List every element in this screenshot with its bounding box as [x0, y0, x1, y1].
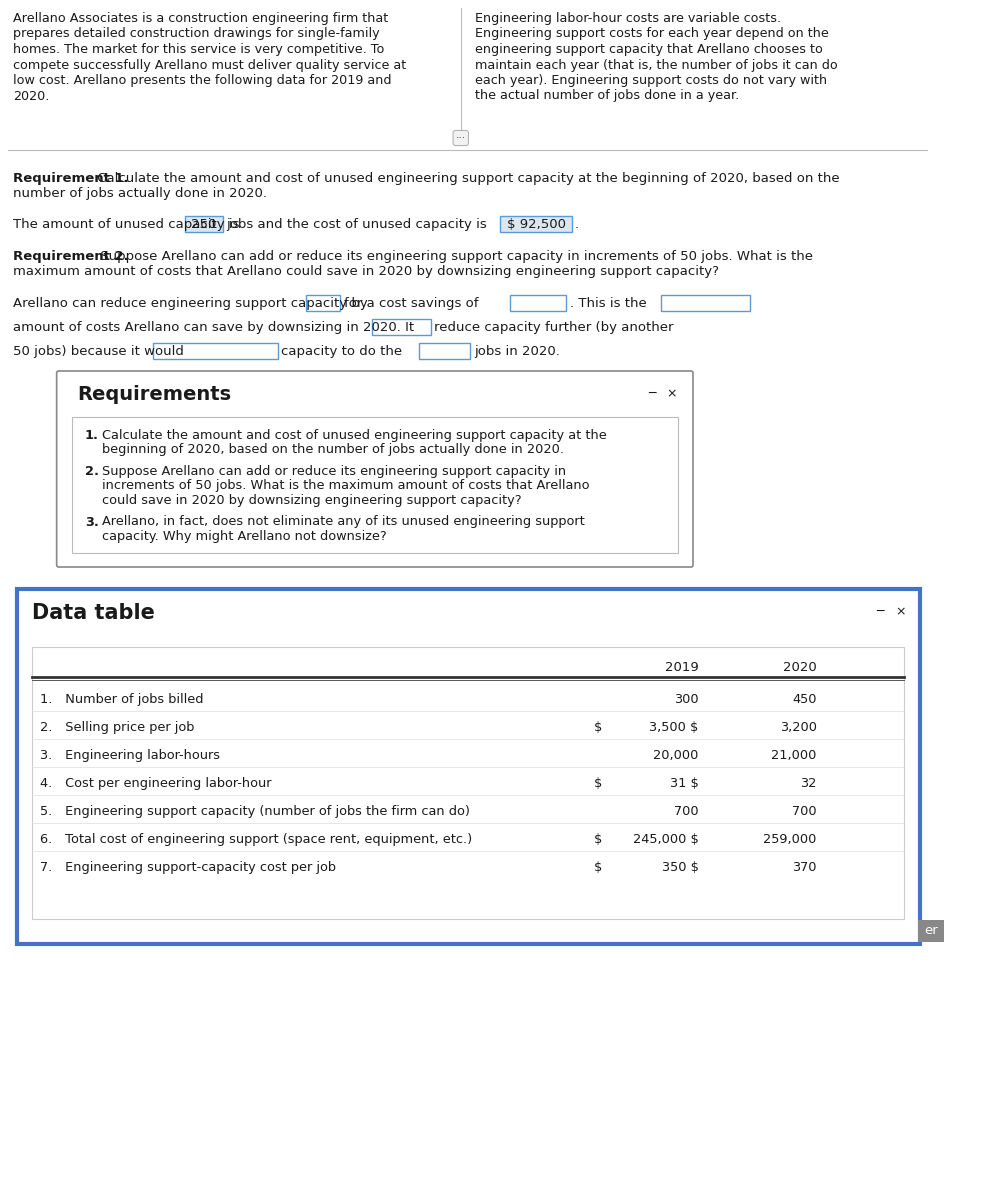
Text: 2020.: 2020.	[13, 90, 50, 102]
Text: Arellano Associates is a construction engineering firm that: Arellano Associates is a construction en…	[13, 12, 388, 25]
FancyBboxPatch shape	[71, 416, 678, 553]
Text: the actual number of jobs done in a year.: the actual number of jobs done in a year…	[475, 90, 740, 102]
Text: increments of 50 jobs. What is the maximum amount of costs that Arellano: increments of 50 jobs. What is the maxim…	[102, 480, 589, 492]
Text: 2.: 2.	[85, 464, 99, 478]
FancyBboxPatch shape	[152, 343, 277, 359]
Text: capacity. Why might Arellano not downsize?: capacity. Why might Arellano not downsiz…	[102, 530, 387, 542]
Text: 6. Total cost of engineering support (space rent, equipment, etc.): 6. Total cost of engineering support (sp…	[40, 833, 472, 846]
Text: 3,200: 3,200	[780, 721, 817, 734]
Text: Calculate the amount and cost of unused engineering support capacity at the begi: Calculate the amount and cost of unused …	[92, 172, 840, 185]
Text: 21,000: 21,000	[771, 749, 817, 762]
Text: 1. Number of jobs billed: 1. Number of jobs billed	[40, 692, 203, 706]
Text: prepares detailed construction drawings for single-family: prepares detailed construction drawings …	[13, 28, 380, 41]
Text: $: $	[594, 778, 602, 790]
Text: 4. Cost per engineering labor-hour: 4. Cost per engineering labor-hour	[40, 778, 271, 790]
Text: 700: 700	[792, 805, 817, 818]
FancyBboxPatch shape	[372, 319, 431, 335]
Text: The amount of unused capacity is: The amount of unused capacity is	[13, 218, 240, 230]
Text: maximum amount of costs that Arellano could save in 2020 by downsizing engineeri: maximum amount of costs that Arellano co…	[13, 265, 719, 278]
Text: 1.: 1.	[85, 428, 99, 442]
Text: 2. Selling price per job: 2. Selling price per job	[40, 721, 194, 734]
Text: ─: ─	[647, 386, 655, 400]
Text: 300: 300	[674, 692, 699, 706]
Text: amount of costs Arellano can save by downsizing in 2020. It: amount of costs Arellano can save by dow…	[13, 320, 415, 334]
FancyBboxPatch shape	[185, 216, 223, 232]
Text: could save in 2020 by downsizing engineering support capacity?: could save in 2020 by downsizing enginee…	[102, 494, 522, 506]
FancyBboxPatch shape	[32, 647, 905, 919]
Text: 250: 250	[191, 218, 217, 230]
Text: Suppose Arellano can add or reduce its engineering support capacity in increment: Suppose Arellano can add or reduce its e…	[96, 250, 814, 263]
Text: 32: 32	[800, 778, 817, 790]
Text: Calculate the amount and cost of unused engineering support capacity at the: Calculate the amount and cost of unused …	[102, 428, 607, 442]
Text: 7. Engineering support-capacity cost per job: 7. Engineering support-capacity cost per…	[40, 862, 336, 874]
FancyBboxPatch shape	[56, 371, 693, 566]
Text: $ 92,500: $ 92,500	[507, 218, 565, 230]
Text: ─: ─	[876, 605, 884, 618]
Text: beginning of 2020, based on the number of jobs actually done in 2020.: beginning of 2020, based on the number o…	[102, 444, 564, 456]
Text: Engineering support costs for each year depend on the: Engineering support costs for each year …	[475, 28, 829, 41]
Text: each year). Engineering support costs do not vary with: each year). Engineering support costs do…	[475, 74, 827, 86]
Text: number of jobs actually done in 2020.: number of jobs actually done in 2020.	[13, 187, 267, 200]
Text: Data table: Data table	[32, 602, 155, 623]
Text: 2019: 2019	[665, 661, 699, 674]
Text: 3.: 3.	[85, 516, 99, 528]
Text: Requirements: Requirements	[77, 385, 232, 404]
Text: 370: 370	[792, 862, 817, 874]
Text: reduce capacity further (by another: reduce capacity further (by another	[435, 320, 674, 334]
Text: 31 $: 31 $	[670, 778, 699, 790]
Text: 700: 700	[674, 805, 699, 818]
Text: ×: ×	[895, 605, 906, 618]
Text: Requirement 1.: Requirement 1.	[13, 172, 129, 185]
Text: Suppose Arellano can add or reduce its engineering support capacity in: Suppose Arellano can add or reduce its e…	[102, 464, 566, 478]
Text: jobs in 2020.: jobs in 2020.	[474, 346, 559, 358]
FancyBboxPatch shape	[17, 589, 920, 944]
Text: 3. Engineering labor-hours: 3. Engineering labor-hours	[40, 749, 220, 762]
Text: jobs and the cost of unused capacity is: jobs and the cost of unused capacity is	[227, 218, 487, 230]
Text: 350 $: 350 $	[661, 862, 699, 874]
Text: compete successfully Arellano must deliver quality service at: compete successfully Arellano must deliv…	[13, 59, 407, 72]
FancyBboxPatch shape	[419, 343, 470, 359]
Text: ···: ···	[455, 133, 465, 143]
Text: 2020: 2020	[783, 661, 817, 674]
Text: 20,000: 20,000	[653, 749, 699, 762]
Text: Arellano can reduce engineering support capacity by: Arellano can reduce engineering support …	[13, 296, 368, 310]
Text: 5. Engineering support capacity (number of jobs the firm can do): 5. Engineering support capacity (number …	[40, 805, 469, 818]
Text: $: $	[594, 833, 602, 846]
Text: Arellano, in fact, does not eliminate any of its unused engineering support: Arellano, in fact, does not eliminate an…	[102, 516, 585, 528]
Text: 245,000 $: 245,000 $	[633, 833, 699, 846]
FancyBboxPatch shape	[661, 295, 749, 311]
Text: $: $	[594, 862, 602, 874]
Text: . This is the: . This is the	[570, 296, 647, 310]
Text: homes. The market for this service is very competitive. To: homes. The market for this service is ve…	[13, 43, 384, 56]
FancyBboxPatch shape	[918, 920, 944, 942]
Text: maintain each year (that is, the number of jobs it can do: maintain each year (that is, the number …	[475, 59, 838, 72]
Text: capacity to do the: capacity to do the	[281, 346, 403, 358]
Text: ×: ×	[666, 386, 677, 400]
Text: $: $	[594, 721, 602, 734]
Text: 450: 450	[792, 692, 817, 706]
Text: Requirement 2.: Requirement 2.	[13, 250, 129, 263]
Text: for a cost savings of: for a cost savings of	[344, 296, 478, 310]
FancyBboxPatch shape	[306, 295, 340, 311]
Text: low cost. Arellano presents the following data for 2019 and: low cost. Arellano presents the followin…	[13, 74, 392, 86]
Text: 50 jobs) because it would: 50 jobs) because it would	[13, 346, 184, 358]
Text: 259,000: 259,000	[763, 833, 817, 846]
Text: engineering support capacity that Arellano chooses to: engineering support capacity that Arella…	[475, 43, 823, 56]
Text: er: er	[924, 924, 938, 937]
FancyBboxPatch shape	[500, 216, 572, 232]
FancyBboxPatch shape	[510, 295, 566, 311]
Text: Engineering labor-hour costs are variable costs.: Engineering labor-hour costs are variabl…	[475, 12, 781, 25]
Text: .: .	[575, 218, 579, 230]
Text: 3,500 $: 3,500 $	[649, 721, 699, 734]
